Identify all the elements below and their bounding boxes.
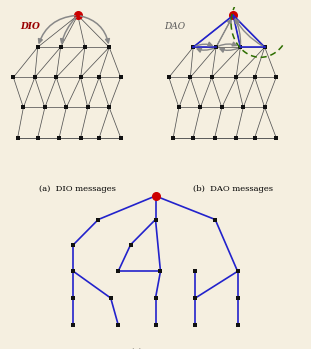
FancyArrowPatch shape <box>235 19 240 44</box>
FancyArrowPatch shape <box>61 17 76 43</box>
FancyArrowPatch shape <box>235 19 262 46</box>
FancyArrowPatch shape <box>196 42 212 46</box>
FancyArrowPatch shape <box>81 16 109 43</box>
FancyArrowPatch shape <box>219 42 236 46</box>
FancyArrowPatch shape <box>39 16 75 43</box>
Text: DAO: DAO <box>165 22 186 31</box>
FancyArrowPatch shape <box>220 48 238 52</box>
Text: DIO: DIO <box>21 22 40 31</box>
Text: (b)  DAO messages: (b) DAO messages <box>193 185 273 193</box>
FancyArrowPatch shape <box>217 19 231 45</box>
Text: (c)  DODAG: (c) DODAG <box>131 348 180 349</box>
FancyArrowPatch shape <box>197 48 214 52</box>
Text: (a)  DIO messages: (a) DIO messages <box>39 185 116 193</box>
